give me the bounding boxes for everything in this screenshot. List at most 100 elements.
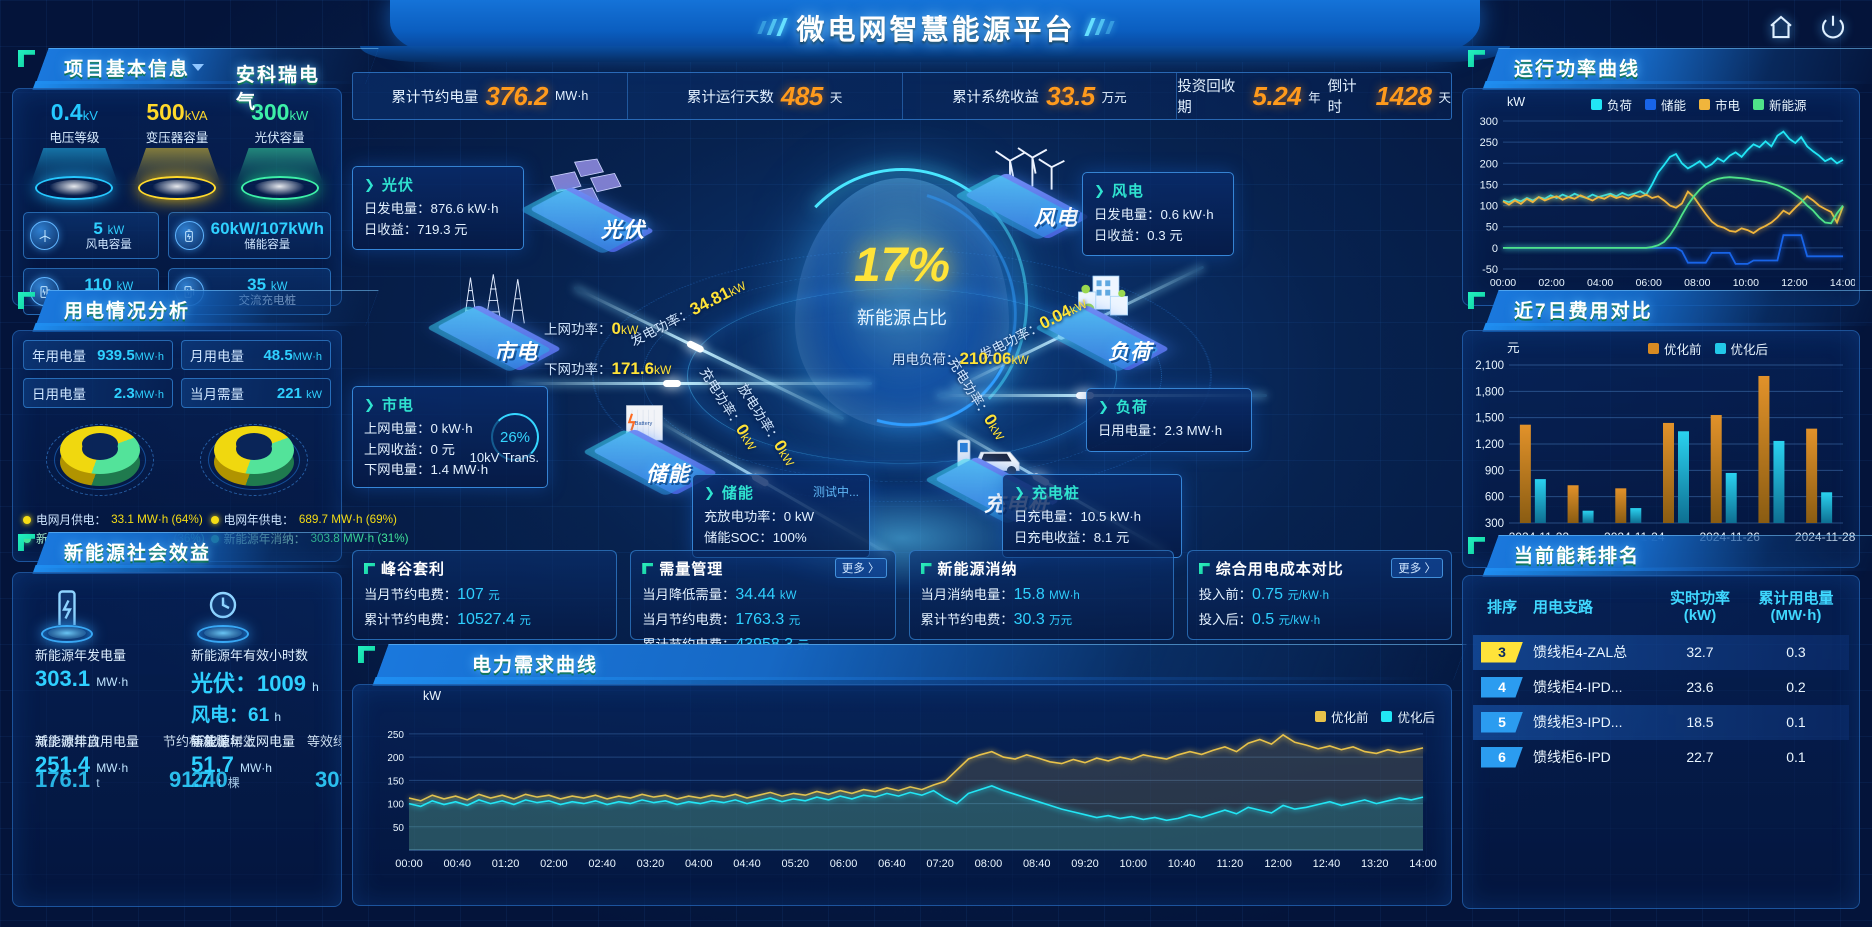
power-icon[interactable] [1818, 12, 1848, 42]
svg-text:900: 900 [1485, 465, 1504, 477]
node-pv[interactable]: 光伏 [527, 156, 657, 254]
legend-item: 市电 [1699, 95, 1740, 114]
capacity-value: 300 [251, 99, 290, 125]
node-label: 光伏 [601, 219, 645, 242]
svg-text:11:20: 11:20 [1216, 858, 1243, 870]
metric-row: 累计节约电费：10527.4 元 [364, 611, 531, 628]
capacity-label: 电压等级 [49, 131, 100, 145]
core-arc-outer [776, 168, 1028, 438]
transformer-label: 10kV Trans. [469, 450, 539, 465]
metric-row: 当月节约电费：1763.3 元 [642, 611, 801, 628]
status-badge: 6 [1481, 746, 1523, 768]
svg-text:Battery: Battery [635, 421, 653, 427]
svg-text:150: 150 [387, 776, 404, 787]
card-wind: 风电 日发电量：0.6 kW·h 日收益：0.3 元 [1082, 172, 1234, 257]
usage-value: 221 [276, 384, 302, 402]
panel-usage-analysis: 用电情况分析 年用电量 939.5MW·h 月用电量 48.5MW·h 日用电量… [12, 290, 409, 562]
flow-label-grid-import: 下网功率：171.6kW [544, 359, 672, 378]
legend-label: 电网年供电： [223, 514, 294, 527]
stat-label: 累计系统收益 [952, 89, 1040, 106]
table-row[interactable]: 6 馈线柜6-IPD 22.7 0.1 [1473, 740, 1849, 775]
cumulative-energy: 0.2 [1786, 679, 1806, 695]
legend-swatch [1591, 99, 1602, 110]
svg-text:04:40: 04:40 [733, 858, 761, 870]
card-status-tag: 测试中... [812, 485, 859, 499]
panel-social-benefit: 新能源社会效益 新能源年发电量 303.1 MW·h 新能源年有效小时数 光伏：… [12, 532, 379, 907]
home-icon[interactable] [1766, 12, 1796, 42]
capacity-transformer: 500kVA 变压器容量 [129, 101, 225, 200]
node-grid[interactable]: 市电 [434, 274, 564, 372]
card-line: 储能SOC：100% [704, 529, 807, 545]
social-value-certs: 303张 [315, 767, 341, 792]
node-load[interactable]: 负荷 [1042, 274, 1172, 372]
social-label-certs: 等效绿证数 [307, 734, 341, 749]
svg-text:10:40: 10:40 [1168, 858, 1196, 870]
capacity-pv: 300kW 光伏容量 [232, 101, 328, 200]
svg-text:250: 250 [1480, 137, 1498, 149]
flow-label-load: 用电负荷：210.06kW [892, 349, 1029, 368]
wind-turbine-icon [30, 221, 59, 250]
card-charger: 充电桩 日充电量：10.5 kW·h 日充电收益：8.1 元 [1002, 474, 1182, 559]
svg-text:03:20: 03:20 [637, 858, 665, 870]
more-button[interactable]: 更多 〉 [1391, 558, 1443, 578]
flow-label-grid-export: 上网功率：0kW [544, 319, 639, 338]
card-line: 日收益：719.3 元 [364, 221, 468, 237]
svg-text:1,500: 1,500 [1475, 413, 1504, 425]
usage-unit: MW·h [292, 350, 322, 363]
corner-tick-icon [18, 292, 35, 309]
card-title: 市电 [364, 394, 536, 415]
svg-text:200: 200 [387, 753, 404, 764]
table-row[interactable]: 5 馈线柜3-IPD... 18.5 0.1 [1473, 704, 1849, 740]
legend-swatch [1648, 343, 1659, 354]
svg-text:00:00: 00:00 [395, 858, 423, 870]
svg-text:01:20: 01:20 [492, 858, 520, 870]
svg-text:02:00: 02:00 [540, 858, 568, 870]
corner-tick-icon [1468, 50, 1485, 67]
info-box-value: 5 [93, 219, 103, 239]
stat-unit: 天 [829, 90, 843, 105]
panel-title: 当前能耗排名 [1514, 546, 1641, 567]
realtime-power: 32.7 [1686, 644, 1714, 660]
card-title: 风电 [1094, 180, 1222, 201]
card-storage: 储能 测试中... 充放电功率：0 kW 储能SOC：100% [692, 474, 870, 559]
panel-project-info: 项目基本信息 安科瑞电气 0.4kV 电压等级 500kVA 变压器容量 300… [12, 48, 379, 315]
legend-swatch [1699, 99, 1711, 110]
social-label: 新能源年自用电量 [35, 734, 140, 749]
project-selector[interactable]: 安科瑞电气 [184, 54, 336, 113]
svg-text:14:00: 14:00 [1830, 277, 1855, 289]
social-label-carbon: 减少碳排放 [35, 734, 101, 749]
legend-grid-year: 电网年供电： 689.7 MW·h (69%) [210, 511, 409, 528]
panel-title: 电力需求曲线 [472, 655, 599, 676]
energy-flow-diagram: 17% 新能源占比 光伏 [352, 126, 1452, 646]
svg-text:100: 100 [1480, 201, 1498, 213]
svg-text:10:00: 10:00 [1120, 858, 1148, 870]
panel-energy-rank: 当前能耗排名 排序 用电支路 实时功率 (kW) 累计用电量 (MW·h) 3 馈线柜… [1462, 535, 1872, 909]
realtime-power: 18.5 [1686, 714, 1714, 730]
node-wind[interactable]: 风电 [962, 142, 1092, 240]
metric-title: 需量管理 [642, 558, 883, 579]
metric-row: 投入前：0.75 元/kW·h [1198, 586, 1330, 603]
svg-text:50: 50 [393, 823, 405, 834]
capacity-voltage: 0.4kV 电压等级 [26, 101, 122, 200]
svg-text:12:40: 12:40 [1313, 858, 1341, 870]
more-button[interactable]: 更多 〉 [834, 558, 887, 578]
svg-text:150: 150 [1480, 179, 1498, 191]
table-row[interactable]: 4 馈线柜4-IPD... 23.6 0.2 [1473, 670, 1849, 705]
cost-bar-chart: 3006009001,2001,5001,8002,1002024-11-222… [1475, 360, 1855, 544]
power-curve-chart: -50 0 50 100 150 200 250 300 00:00 02:00 04:00 06:0… [1480, 116, 1855, 289]
social-value-wind: 风电：61 [191, 705, 270, 726]
node-storage[interactable]: Battery 储能 [590, 398, 720, 496]
realtime-power: 22.7 [1686, 749, 1714, 765]
svg-text:14:00: 14:00 [1409, 858, 1437, 870]
rank-badge-cell: 6 [1473, 740, 1531, 775]
battery-storage-icon [174, 221, 204, 250]
table-row[interactable]: 3 馈线柜4-ZAL总 32.7 0.3 [1473, 634, 1849, 670]
svg-text:10:00: 10:00 [1733, 277, 1759, 289]
legend-grid-month: 电网月供电： 33.1 MW·h (64%) [23, 511, 205, 528]
svg-text:00:40: 00:40 [444, 858, 472, 870]
panel-header: 新能源社会效益 [12, 532, 379, 574]
social-value-carbon: 176.1 t [35, 767, 100, 792]
social-unit: MW·h [239, 761, 272, 775]
social-value: 303.1 [35, 666, 91, 691]
panel-title: 项目基本信息 [64, 59, 191, 80]
